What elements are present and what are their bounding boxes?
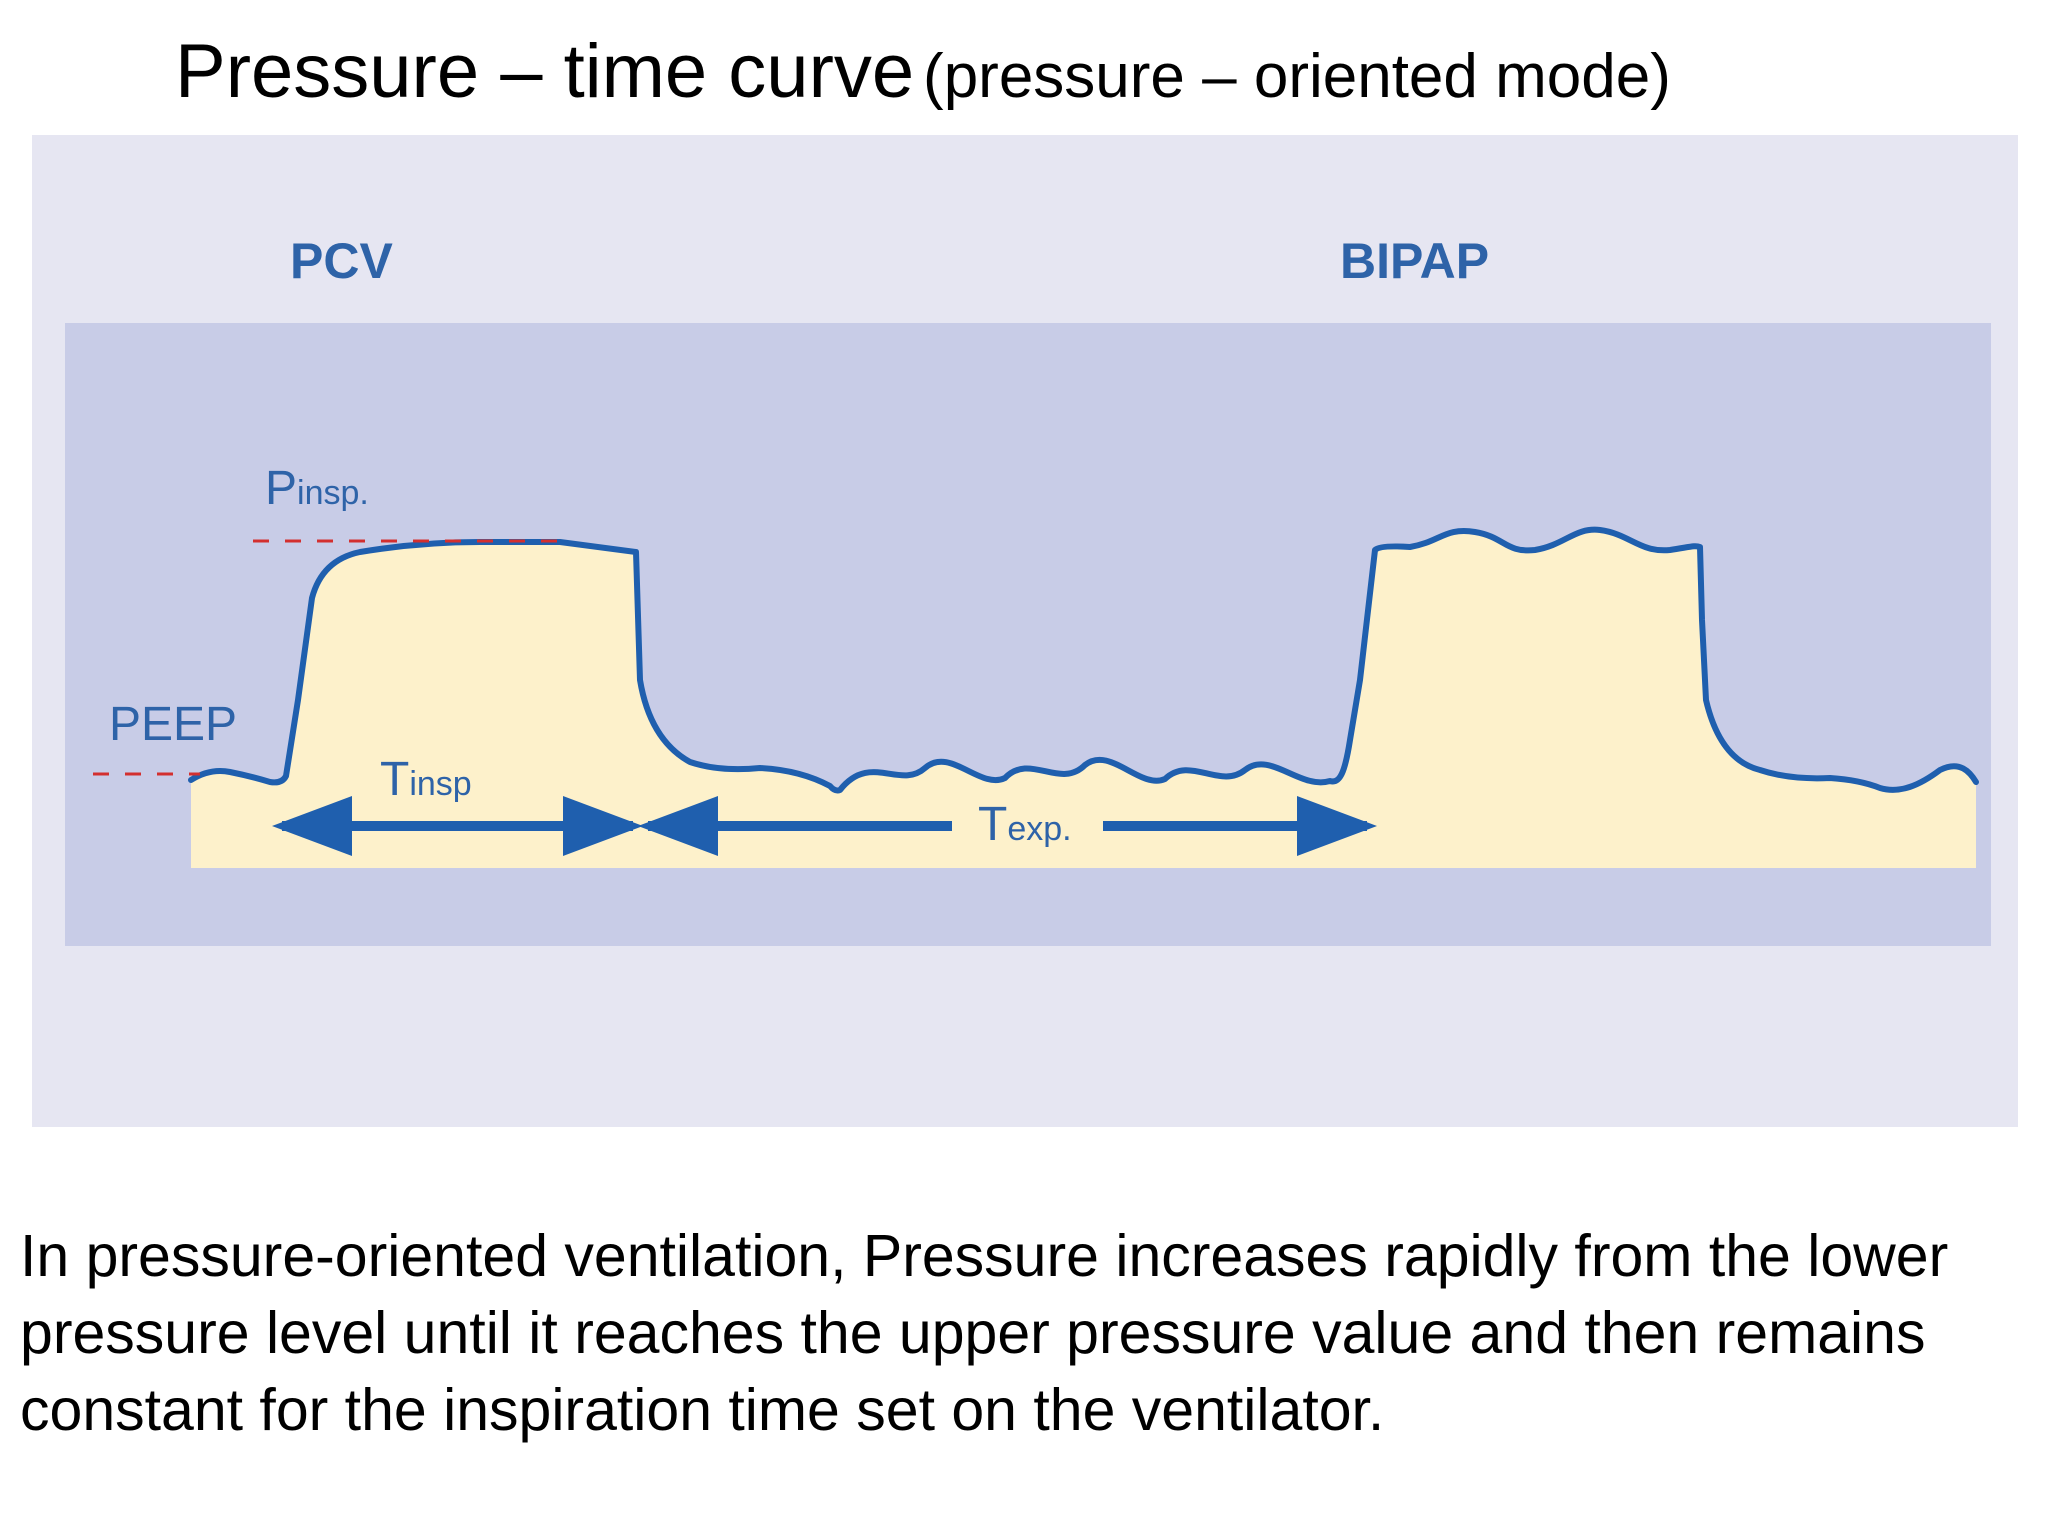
tinsp-sub: insp xyxy=(409,765,471,803)
caption: In pressure-oriented ventilation, Pressu… xyxy=(20,1223,1949,1443)
tinsp-main: T xyxy=(380,753,409,806)
title-subtitle: (pressure – oriented mode) xyxy=(923,42,1671,111)
title-main: Pressure – time curve xyxy=(175,29,915,114)
peep-label: PEEP xyxy=(109,698,237,751)
pinsp-label: Pinsp. xyxy=(265,462,369,515)
tinsp-label: Tinsp xyxy=(380,753,472,806)
pinsp-main: P xyxy=(265,462,297,515)
mode-label-bipap: BIPAP xyxy=(1340,233,1489,289)
texp-main: T xyxy=(978,798,1007,851)
texp-sub: exp. xyxy=(1007,810,1071,848)
pinsp-sub: insp. xyxy=(297,474,369,512)
slide-title: Pressure – time curve (pressure – orient… xyxy=(175,30,1995,114)
texp-label: Texp. xyxy=(978,798,1072,851)
mode-label-pcv: PCV xyxy=(290,233,393,289)
